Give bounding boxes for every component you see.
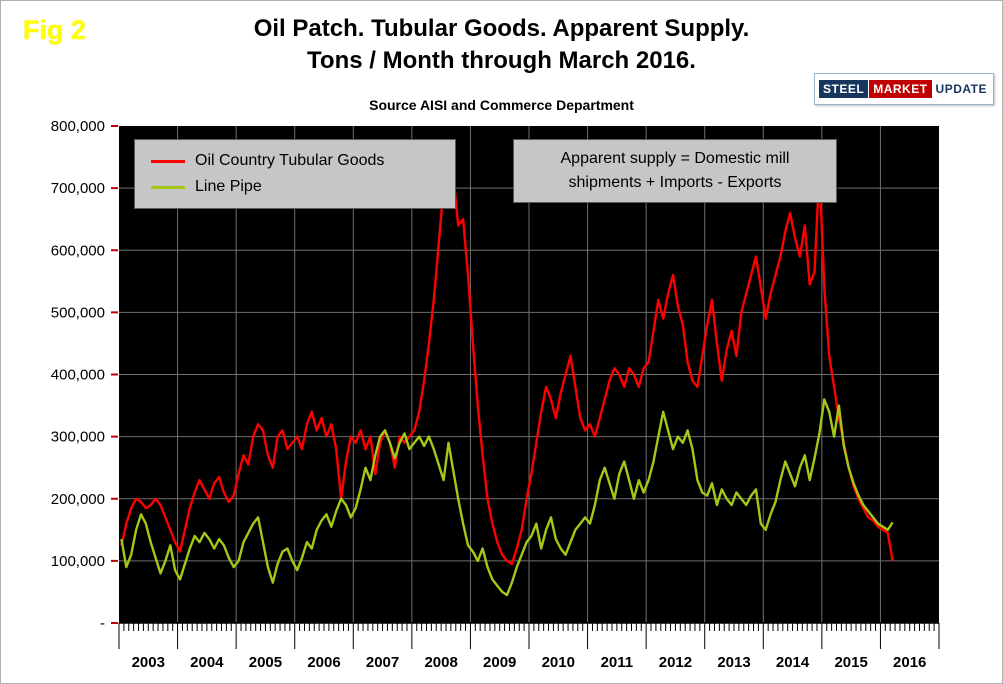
x-axis-year-label: 2009 <box>483 654 516 671</box>
x-axis-year-label: 2008 <box>424 654 457 671</box>
logo-word-update: UPDATE <box>935 82 987 96</box>
x-axis-year-label: 2005 <box>249 654 282 671</box>
legend-label-octg: Oil Country Tubular Goods <box>195 152 385 169</box>
y-axis-label: 800,000 <box>51 118 105 135</box>
x-axis-year-label: 2015 <box>834 654 867 671</box>
annotation-line2: shipments + Imports - Exports <box>568 174 782 191</box>
chart-source-subtitle: Source AISI and Commerce Department <box>369 97 634 113</box>
y-axis-label: - <box>100 615 105 632</box>
series-line-octg <box>120 165 894 566</box>
chart-title-block: Oil Patch. Tubular Goods. Apparent Suppl… <box>1 13 1002 77</box>
y-axis-label: 300,000 <box>51 429 105 446</box>
logo-word-steel: STEEL <box>819 80 869 98</box>
legend-item-octg: Oil Country Tubular Goods <box>151 152 455 170</box>
x-axis-year-label: 2006 <box>307 654 340 671</box>
octg-line-swatch-icon <box>151 159 185 163</box>
steel-market-update-logo: STEEL MARKET UPDATE <box>814 73 994 105</box>
series-line-line-pipe <box>120 398 894 597</box>
x-axis-year-label: 2014 <box>776 654 810 671</box>
legend-label-line-pipe: Line Pipe <box>195 178 262 195</box>
x-axis-year-label: 2013 <box>717 654 750 671</box>
x-axis-year-label: 2012 <box>659 654 692 671</box>
legend-item-line-pipe: Line Pipe <box>151 178 455 196</box>
chart-title-line2: Tons / Month through March 2016. <box>307 47 696 74</box>
chart-legend: Oil Country Tubular Goods Line Pipe <box>134 139 456 209</box>
x-axis-year-label: 2016 <box>893 654 926 671</box>
y-axis-label: 700,000 <box>51 180 105 197</box>
apparent-supply-annotation: Apparent supply = Domestic mill shipment… <box>513 139 837 203</box>
y-axis-label: 500,000 <box>51 304 105 321</box>
y-axis-label: 600,000 <box>51 242 105 259</box>
chart-title-line1: Oil Patch. Tubular Goods. Apparent Suppl… <box>253 15 750 42</box>
x-axis-year-label: 2004 <box>190 654 224 671</box>
x-axis-year-label: 2010 <box>542 654 575 671</box>
line-pipe-swatch-icon <box>151 185 185 189</box>
y-axis-label: 200,000 <box>51 491 105 508</box>
x-axis-year-label: 2007 <box>366 654 399 671</box>
y-axis-label: 400,000 <box>51 367 105 384</box>
x-axis-year-label: 2011 <box>601 654 634 671</box>
figure-number-label: Fig 2 <box>23 15 87 45</box>
y-axis-label: 100,000 <box>51 553 105 570</box>
annotation-line1: Apparent supply = Domestic mill <box>560 150 790 167</box>
logo-word-market: MARKET <box>869 80 932 98</box>
x-axis-year-label: 2003 <box>132 654 165 671</box>
